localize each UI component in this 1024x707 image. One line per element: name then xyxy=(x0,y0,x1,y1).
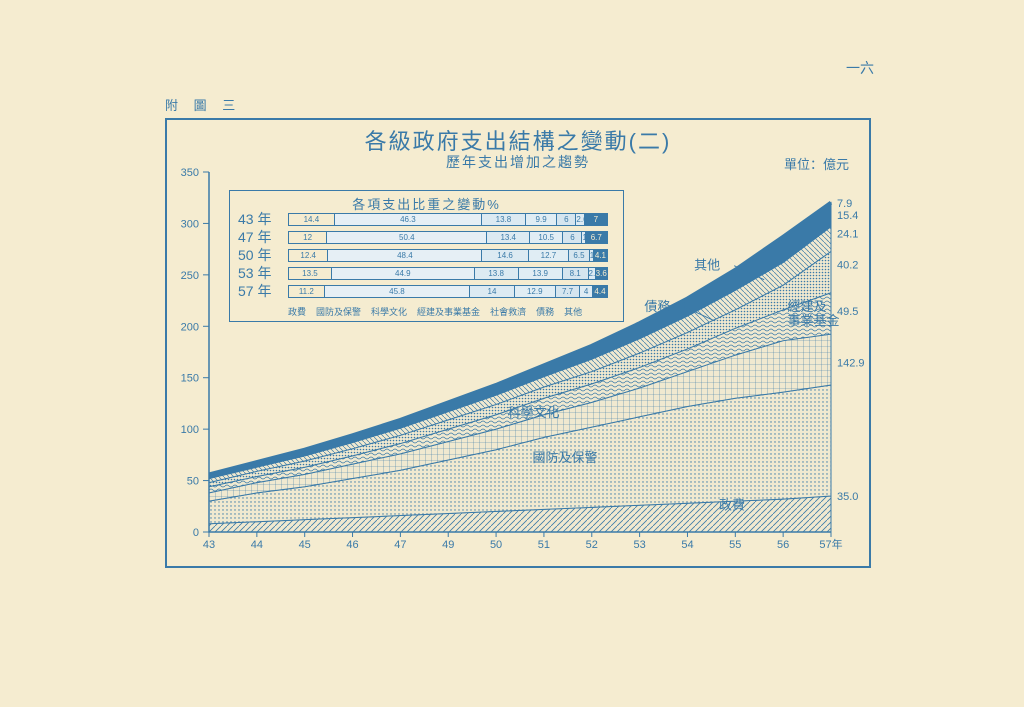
legend-segment: 12 xyxy=(289,232,327,243)
legend-segment: 7.7 xyxy=(556,286,580,297)
legend-segment: 13.8 xyxy=(475,268,519,279)
legend-segment: 14.4 xyxy=(289,214,335,225)
y-tick-label: 100 xyxy=(181,424,199,436)
legend-categories: 政費國防及保警科學文化經建及事業基金社會救濟債務其他 xyxy=(288,305,613,318)
legend-bar: 14.446.313.89.962.67 xyxy=(288,213,608,226)
legend-row: 53 年13.544.913.813.98.12.23.6 xyxy=(238,265,608,281)
legend-bar: 12.448.414.612.76.51.34.1 xyxy=(288,249,608,262)
series-label: 國防及保警 xyxy=(532,450,597,465)
legend-year: 50 年 xyxy=(238,245,288,265)
legend-segment: 12.9 xyxy=(515,286,556,297)
end-value-label: 15.4 xyxy=(837,210,858,222)
x-tick-label: 46 xyxy=(346,539,358,551)
x-tick-label: 56 xyxy=(777,539,789,551)
legend-segment: 12.4 xyxy=(289,250,328,261)
legend-segment: 8.1 xyxy=(563,268,589,279)
legend-row: 47 年1250.413.410.5616.7 xyxy=(238,229,608,245)
legend-segment: 13.9 xyxy=(519,268,563,279)
legend-category: 國防及保警 xyxy=(316,305,361,318)
legend-segment: 7 xyxy=(585,214,607,225)
legend-segment: 13.8 xyxy=(482,214,526,225)
series-label: 政費 xyxy=(719,497,745,512)
legend-segment: 46.3 xyxy=(335,214,482,225)
appendix-label: 附 圖 三 xyxy=(165,95,241,114)
legend-segment: 45.8 xyxy=(325,286,471,297)
x-tick-label: 53 xyxy=(633,539,645,551)
legend-row: 43 年14.446.313.89.962.67 xyxy=(238,211,608,227)
legend-segment: 44.9 xyxy=(332,268,475,279)
y-tick-label: 250 xyxy=(181,270,199,282)
legend-segment: 48.4 xyxy=(328,250,482,261)
legend-bar: 1250.413.410.5616.7 xyxy=(288,231,608,244)
y-tick-label: 350 xyxy=(181,167,199,179)
end-value-label: 24.1 xyxy=(837,229,858,241)
x-tick-label: 50 xyxy=(490,539,502,551)
legend-category: 其他 xyxy=(564,305,582,318)
end-value-label: 49.5 xyxy=(837,306,858,318)
x-tick-label: 43 xyxy=(203,539,215,551)
legend-category: 社會救濟 xyxy=(490,305,526,318)
x-tick-label: 47 xyxy=(394,539,406,551)
legend-year: 47 年 xyxy=(238,227,288,247)
x-tick-label: 45 xyxy=(299,539,311,551)
y-tick-label: 300 xyxy=(181,218,199,230)
legend-box: 各項支出比重之變動% 43 年14.446.313.89.962.6747 年1… xyxy=(229,190,624,322)
legend-segment: 11.2 xyxy=(289,286,325,297)
unit-label: 單位：億元 xyxy=(784,154,849,173)
legend-category: 債務 xyxy=(536,305,554,318)
y-tick-label: 150 xyxy=(181,373,199,385)
legend-segment: 12.7 xyxy=(529,250,569,261)
legend-row: 50 年12.448.414.612.76.51.34.1 xyxy=(238,247,608,263)
y-tick-label: 50 xyxy=(187,476,199,488)
legend-segment: 6.7 xyxy=(586,232,607,243)
chart-frame: 各級政府支出結構之變動(二) 歷年支出增加之趨勢 單位：億元 xyxy=(165,118,871,568)
legend-segment: 2.2 xyxy=(589,268,596,279)
page-number: 一六 xyxy=(846,58,874,78)
legend-category: 科學文化 xyxy=(371,305,407,318)
legend-row: 57 年11.245.81412.97.744.4 xyxy=(238,283,608,299)
legend-segment: 14.6 xyxy=(482,250,528,261)
legend-segment: 3.6 xyxy=(596,268,607,279)
legend-year: 57 年 xyxy=(238,281,288,301)
series-label: 科學文化 xyxy=(508,405,560,420)
legend-segment: 10.5 xyxy=(530,232,563,243)
legend-category: 經建及事業基金 xyxy=(417,305,480,318)
end-value-label: 35.0 xyxy=(837,491,858,503)
legend-segment: 4.4 xyxy=(593,286,607,297)
legend-segment: 4.1 xyxy=(594,250,607,261)
legend-segment: 4 xyxy=(580,286,593,297)
series-label: 債務 xyxy=(644,299,670,314)
y-tick-label: 0 xyxy=(193,527,199,539)
legend-segment: 2.6 xyxy=(576,214,584,225)
end-value-label: 40.2 xyxy=(837,260,858,272)
end-value-label: 142.9 xyxy=(837,357,865,369)
legend-segment: 14 xyxy=(470,286,515,297)
end-value-label: 7.9 xyxy=(837,198,852,210)
legend-segment: 6 xyxy=(557,214,576,225)
x-tick-label: 54 xyxy=(681,539,693,551)
x-tick-label: 44 xyxy=(251,539,263,551)
legend-segment: 9.9 xyxy=(526,214,557,225)
y-tick-label: 200 xyxy=(181,321,199,333)
legend-category: 政費 xyxy=(288,305,306,318)
x-tick-label: 49 xyxy=(442,539,454,551)
legend-segment: 50.4 xyxy=(327,232,487,243)
x-tick-label: 55 xyxy=(729,539,741,551)
legend-segment: 13.4 xyxy=(487,232,530,243)
legend-year: 43 年 xyxy=(238,209,288,229)
x-tick-label: 51 xyxy=(538,539,550,551)
series-label: 其他 xyxy=(694,258,720,273)
legend-bar: 11.245.81412.97.744.4 xyxy=(288,285,608,298)
x-tick-label: 52 xyxy=(586,539,598,551)
legend-bar: 13.544.913.813.98.12.23.6 xyxy=(288,267,608,280)
series-label: 事業基金 xyxy=(787,313,839,328)
legend-segment: 6.5 xyxy=(569,250,590,261)
legend-year: 53 年 xyxy=(238,263,288,283)
series-label: 經建及 xyxy=(787,299,826,314)
chart-subtitle: 歷年支出增加之趨勢 xyxy=(167,152,869,172)
legend-segment: 13.5 xyxy=(289,268,332,279)
legend-segment: 6 xyxy=(563,232,582,243)
x-tick-label: 57年 xyxy=(819,537,842,551)
